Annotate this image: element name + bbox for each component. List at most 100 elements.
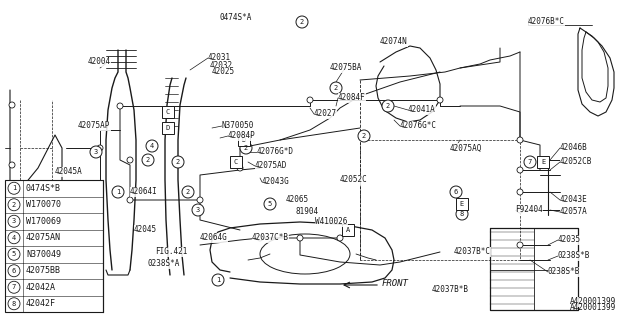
Text: 42041A: 42041A <box>408 106 436 115</box>
Text: 42037B*C: 42037B*C <box>454 247 491 257</box>
Circle shape <box>307 97 313 103</box>
FancyBboxPatch shape <box>230 156 242 168</box>
Text: 2: 2 <box>362 133 366 139</box>
Circle shape <box>437 97 443 103</box>
Text: F92404: F92404 <box>515 205 543 214</box>
Text: 42037B*B: 42037B*B <box>432 285 469 294</box>
Text: 42075BA: 42075BA <box>330 63 362 73</box>
Circle shape <box>9 162 15 168</box>
Text: 42075AQ: 42075AQ <box>450 143 483 153</box>
Circle shape <box>450 186 462 198</box>
Text: 0238S*B: 0238S*B <box>558 252 590 260</box>
Text: 42076G*C: 42076G*C <box>400 122 437 131</box>
Text: 2: 2 <box>300 19 304 25</box>
Circle shape <box>8 265 20 277</box>
Circle shape <box>524 156 536 168</box>
Text: W410026: W410026 <box>315 218 348 227</box>
Circle shape <box>182 186 194 198</box>
Text: 42075AP: 42075AP <box>78 122 110 131</box>
Circle shape <box>197 197 203 203</box>
Text: 2: 2 <box>176 159 180 165</box>
Circle shape <box>127 197 133 203</box>
Text: 42045A: 42045A <box>55 167 83 177</box>
Text: 42042F: 42042F <box>26 299 56 308</box>
Text: 42064I: 42064I <box>130 188 157 196</box>
Text: FRONT: FRONT <box>382 278 409 287</box>
Circle shape <box>112 186 124 198</box>
Text: 0238S*B: 0238S*B <box>548 268 580 276</box>
Text: 42064G: 42064G <box>200 234 228 243</box>
Text: 42004: 42004 <box>88 58 111 67</box>
FancyBboxPatch shape <box>342 224 354 236</box>
Circle shape <box>297 235 303 241</box>
Text: 42043G: 42043G <box>262 178 290 187</box>
Circle shape <box>192 204 204 216</box>
Text: 42074N: 42074N <box>380 37 408 46</box>
Text: 2: 2 <box>146 157 150 163</box>
Text: A: A <box>346 227 350 233</box>
Circle shape <box>212 274 224 286</box>
Circle shape <box>517 189 523 195</box>
Circle shape <box>142 154 154 166</box>
Text: 4: 4 <box>12 235 16 241</box>
Text: 3: 3 <box>12 218 16 224</box>
Text: 2: 2 <box>186 189 190 195</box>
Text: 3: 3 <box>94 149 98 155</box>
Circle shape <box>517 207 523 213</box>
Text: C: C <box>166 109 170 115</box>
Text: 42042A: 42042A <box>26 283 56 292</box>
Circle shape <box>8 232 20 244</box>
Circle shape <box>8 298 20 310</box>
Text: 5: 5 <box>12 251 16 257</box>
Text: 1: 1 <box>216 277 220 283</box>
Text: D: D <box>166 125 170 131</box>
Text: 1: 1 <box>12 185 16 191</box>
Circle shape <box>358 130 370 142</box>
Text: 81904: 81904 <box>295 207 318 217</box>
Text: 42052C: 42052C <box>340 175 368 185</box>
Circle shape <box>517 167 523 173</box>
Circle shape <box>8 199 20 211</box>
Text: 4: 4 <box>150 143 154 149</box>
Text: 42075BB: 42075BB <box>26 266 61 275</box>
Text: 0474S*A: 0474S*A <box>220 13 252 22</box>
Text: 2: 2 <box>386 103 390 109</box>
Text: 42075AD: 42075AD <box>255 162 287 171</box>
Text: 6: 6 <box>12 268 16 274</box>
Text: 5: 5 <box>268 201 272 207</box>
Text: 42032: 42032 <box>210 60 233 69</box>
Circle shape <box>9 102 15 108</box>
Text: 1: 1 <box>116 189 120 195</box>
Circle shape <box>237 165 243 171</box>
Text: 42084F: 42084F <box>338 93 365 102</box>
Text: 7: 7 <box>12 284 16 290</box>
Text: N370049: N370049 <box>26 250 61 259</box>
Text: 42057A: 42057A <box>560 207 588 217</box>
Text: A420001399: A420001399 <box>570 303 616 313</box>
Text: A420001399: A420001399 <box>570 298 616 307</box>
Text: 42031: 42031 <box>208 53 231 62</box>
Text: 42052CB: 42052CB <box>560 157 593 166</box>
Circle shape <box>240 142 252 154</box>
Circle shape <box>8 281 20 293</box>
Text: 42075AN: 42075AN <box>26 233 61 242</box>
Text: FIG.421: FIG.421 <box>155 247 188 257</box>
Text: 42037C*B: 42037C*B <box>252 234 289 243</box>
Text: E: E <box>460 201 464 207</box>
Text: W170069: W170069 <box>26 217 61 226</box>
FancyBboxPatch shape <box>162 106 174 118</box>
Circle shape <box>264 198 276 210</box>
Text: 6: 6 <box>454 189 458 195</box>
Text: 2: 2 <box>244 145 248 151</box>
Text: 42045: 42045 <box>134 226 157 235</box>
Text: W170070: W170070 <box>26 200 61 209</box>
FancyBboxPatch shape <box>238 134 250 146</box>
Circle shape <box>296 16 308 28</box>
FancyBboxPatch shape <box>456 198 468 210</box>
FancyBboxPatch shape <box>537 156 549 168</box>
Circle shape <box>517 242 523 248</box>
Circle shape <box>146 140 158 152</box>
Text: 42025: 42025 <box>212 68 235 76</box>
Text: D: D <box>242 137 246 143</box>
Text: 42084P: 42084P <box>228 132 256 140</box>
